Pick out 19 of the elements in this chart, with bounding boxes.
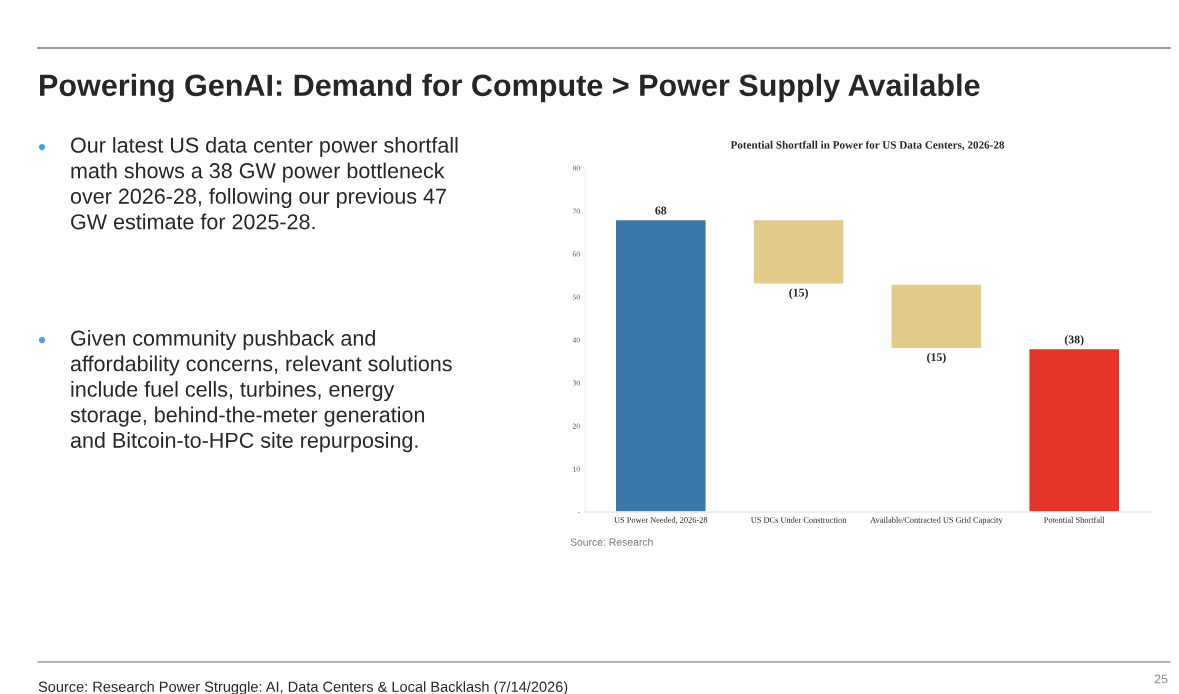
text: Powering GenAI: Demand for Compute > Power Supply Available — [40, 73, 980, 103]
source-note: Source: Research — [570, 538, 653, 546]
data-label: 68 — [655, 206, 667, 215]
data-label: (38) — [1064, 335, 1084, 346]
chart-title: Potential Shortfall in Power for US Data Centers, 2026-28 — [730, 140, 1005, 151]
bar — [890, 283, 983, 350]
x-tick-label: US DCs Under Construction — [750, 516, 847, 523]
x-tick-label: Potential Shortfall — [1044, 516, 1105, 523]
text: Our latest US data center power shortfall math shows a 38 GW power bottleneck over 2026-28, following our previous 47 GW estimate for 2025-28. — [70, 137, 458, 230]
x-tick-label: Available/Contracted US Grid Capacity — [870, 516, 1003, 525]
bar — [614, 218, 707, 512]
x-tick-label: US Power Needed, 2026-28 — [614, 516, 708, 524]
data-label: (15) — [789, 288, 808, 299]
bar — [1028, 347, 1121, 512]
source-note: Source: Research Power Struggle: AI, Data Centers & Local Backlash (7/14/2026) — [38, 681, 568, 694]
data-label: (15) — [927, 352, 946, 364]
bar — [752, 218, 845, 285]
text: Given community pushback and affordability concerns, relevant solutions include fuel cells, turbines, energy storage, behind-the-meter generation and Bitcoin-to-HPC site repurposing. — [70, 330, 452, 453]
text: 25 — [1154, 674, 1168, 684]
